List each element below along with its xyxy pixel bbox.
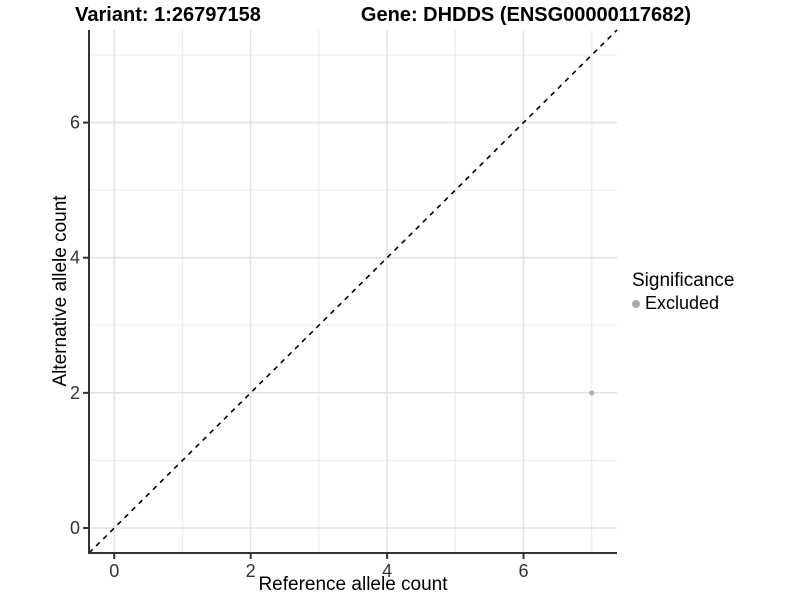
data-point (589, 390, 595, 396)
svg-text:2: 2 (70, 383, 80, 403)
excluded-point-icon (632, 299, 640, 308)
svg-text:4: 4 (382, 561, 392, 581)
legend-title: Significance (632, 270, 735, 291)
svg-text:6: 6 (519, 561, 529, 581)
legend-item-label: Excluded (645, 293, 720, 313)
svg-text:2: 2 (246, 561, 256, 581)
x-axis-title: Reference allele count (258, 574, 448, 595)
svg-text:4: 4 (70, 248, 80, 268)
svg-text:0: 0 (109, 561, 119, 581)
legend: Significance Excluded (632, 270, 734, 314)
variant-title: Variant: 1:26797158 (75, 4, 261, 26)
gene-title: Gene: DHDDS (ENSG00000117682) (360, 4, 692, 26)
legend-item: Excluded (632, 293, 734, 314)
svg-text:6: 6 (70, 113, 80, 133)
y-axis-title: Alternative allele count (50, 195, 71, 387)
svg-text:0: 0 (70, 518, 80, 538)
